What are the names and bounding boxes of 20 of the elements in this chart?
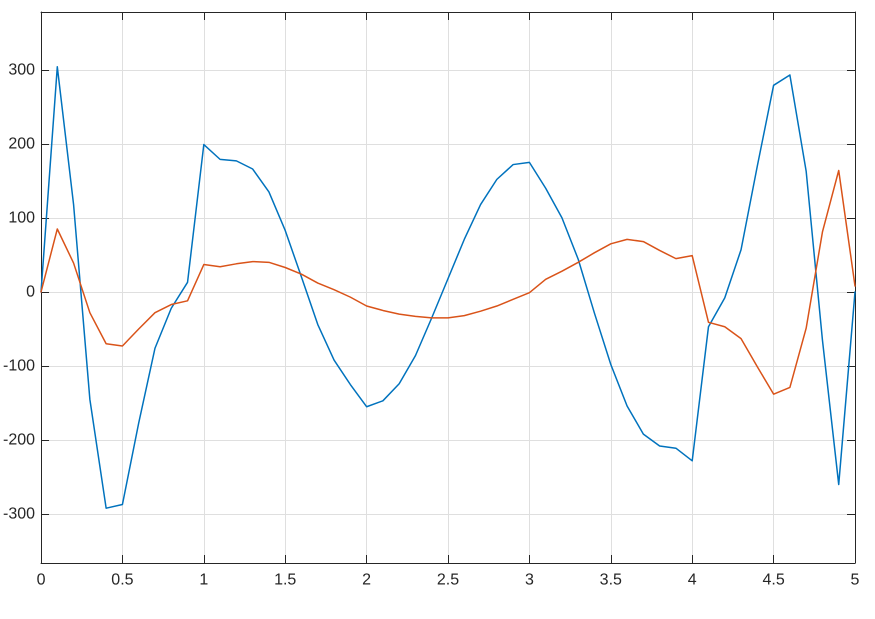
x-tick-label: 1	[199, 572, 208, 588]
line-series	[40, 66, 856, 509]
line-series	[40, 170, 856, 395]
y-tick-label: 200	[8, 135, 36, 152]
y-tick-label: 300	[8, 61, 36, 78]
x-tick-label: 3.5	[600, 572, 622, 588]
x-tick-label: 2	[362, 572, 372, 588]
x-tick-label: 4	[688, 572, 697, 588]
y-tick-label: 100	[8, 209, 36, 226]
x-tick-label: 3	[524, 572, 534, 588]
y-tick-label: -300	[2, 506, 36, 523]
x-tick-label: 4.5	[762, 572, 785, 588]
y-tick-label: -200	[2, 432, 36, 449]
x-tick-label: 1.5	[274, 572, 296, 588]
x-tick-label: 5	[850, 572, 860, 588]
x-tick-label: 2.5	[436, 572, 460, 588]
y-tick-label: 0	[26, 283, 36, 300]
y-tick-label: -100	[2, 358, 36, 375]
x-tick-label: 0.5	[111, 572, 134, 588]
x-tick-label: 0	[36, 572, 46, 588]
